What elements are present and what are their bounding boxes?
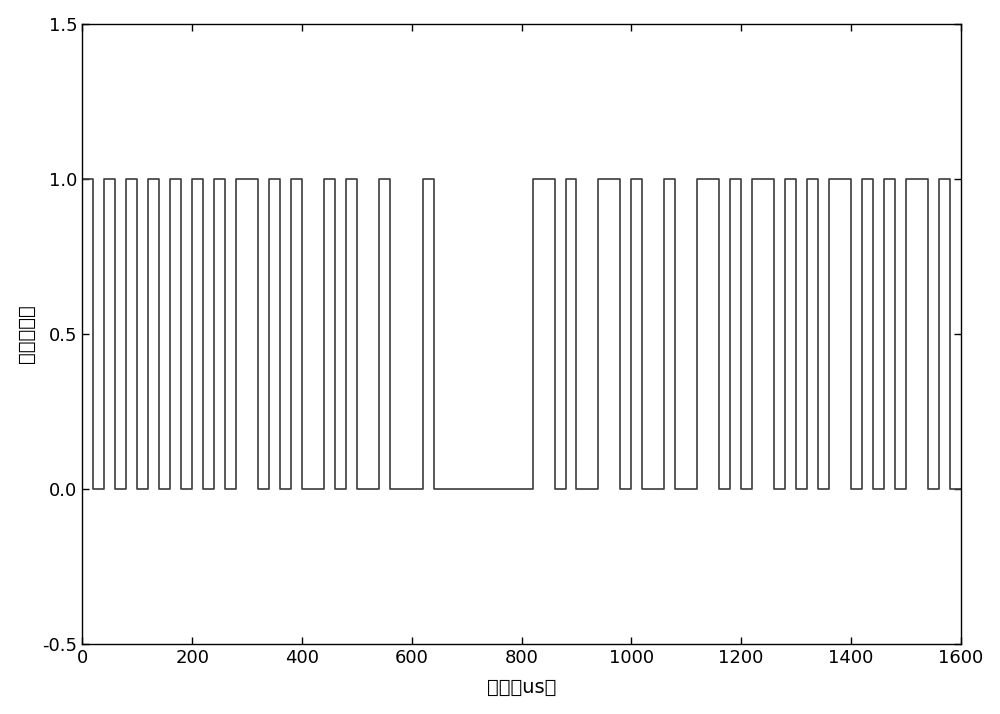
Y-axis label: 归一化幅度: 归一化幅度 — [17, 305, 36, 363]
X-axis label: 时间（us）: 时间（us） — [487, 678, 556, 698]
